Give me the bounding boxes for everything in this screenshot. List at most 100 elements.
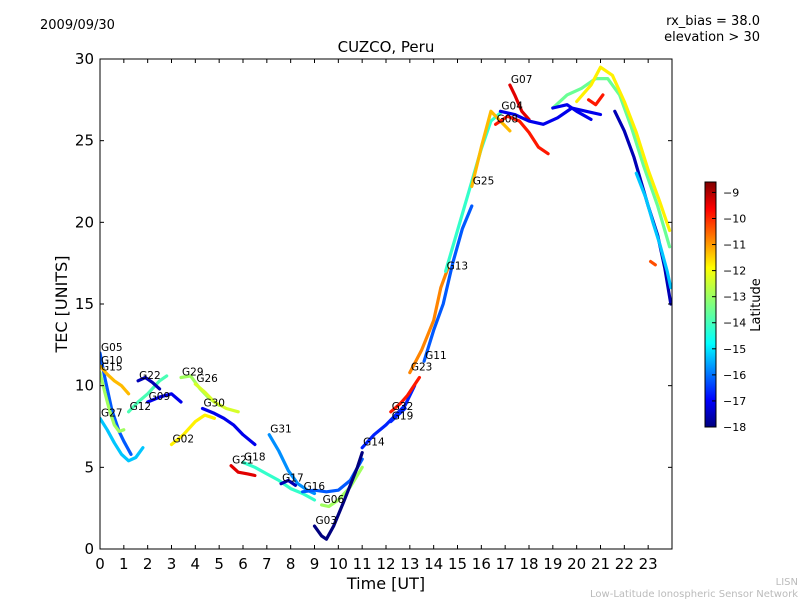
y-axis-label: TEC [UNITS] xyxy=(52,256,71,354)
colorbar-label: Latitude xyxy=(749,278,764,332)
tec-track xyxy=(551,77,672,249)
sat-label-g15: G15 xyxy=(101,362,123,374)
chart-date: 2009/09/30 xyxy=(40,18,115,33)
x-tick-label: 6 xyxy=(238,555,248,573)
x-tick-label: 17 xyxy=(496,555,515,573)
sat-label-g13: G13 xyxy=(447,260,469,272)
sat-label-g07: G07 xyxy=(511,74,533,86)
chart-title: CUZCO, Peru xyxy=(338,38,435,56)
elevation-label: elevation > 30 xyxy=(664,30,760,45)
x-tick-label: 22 xyxy=(615,555,634,573)
plot-frame xyxy=(99,58,673,550)
colorbar-tick-label: −9 xyxy=(723,186,739,199)
colorbar-tick-label: −15 xyxy=(723,343,746,356)
tec-track xyxy=(634,171,672,290)
x-tick-label: 10 xyxy=(329,555,348,573)
sat-label-g05: G05 xyxy=(101,342,123,354)
tec-track-g07 xyxy=(508,83,531,121)
y-tick-label: 30 xyxy=(75,50,94,68)
x-tick-label: 2 xyxy=(143,555,153,573)
x-tick-label: 15 xyxy=(448,555,467,573)
y-axis-ticks: 0 5 10 15 20 25 30 xyxy=(75,50,672,558)
tec-track-g10 xyxy=(100,364,131,396)
x-tick-label: 7 xyxy=(262,555,272,573)
sat-label-g04: G04 xyxy=(501,100,523,112)
tec-track-g25 xyxy=(470,109,512,188)
tec-track-g09 xyxy=(146,392,183,404)
sat-label-g12: G12 xyxy=(130,401,152,413)
tec-track-g03 xyxy=(312,451,364,541)
tec-track-g30 xyxy=(200,406,257,447)
y-tick-label: 15 xyxy=(75,295,94,313)
sat-label-g22: G22 xyxy=(139,370,161,382)
colorbar-tick-label: −14 xyxy=(723,317,746,330)
sat-label-g16: G16 xyxy=(304,481,326,493)
sat-label-g10: G10 xyxy=(101,355,123,367)
sat-label-g31: G31 xyxy=(270,424,292,436)
sat-label-g21: G21 xyxy=(232,455,254,467)
colorbar-tick-label: −11 xyxy=(723,239,746,252)
sat-label-g08: G08 xyxy=(497,113,518,125)
tec-track-g32 xyxy=(389,375,421,414)
y-tick-label: 10 xyxy=(75,377,94,395)
x-tick-label: 4 xyxy=(191,555,201,573)
tec-track-g27 xyxy=(100,416,145,463)
tec-track xyxy=(575,65,672,233)
sat-label-g23: G23 xyxy=(411,362,433,374)
colorbar-tick-label: −17 xyxy=(723,395,746,408)
footer-org-long: Low-Latitude Ionospheric Sensor Network xyxy=(590,589,798,600)
sat-label-g18: G18 xyxy=(244,451,266,463)
tec-track-g08 xyxy=(494,114,550,156)
x-tick-label: 19 xyxy=(543,555,562,573)
tec-track xyxy=(649,259,657,267)
colorbar-tick-label: −10 xyxy=(723,212,746,225)
x-axis-label: Time [UT] xyxy=(346,574,425,593)
x-tick-label: 9 xyxy=(310,555,320,573)
colorbar-ticks: −9 −10 −11 −12 −13 −14 −15 −16 −17 −18 xyxy=(712,186,746,434)
tec-track-g02 xyxy=(169,413,216,447)
tec-track-g26 xyxy=(193,382,240,414)
x-tick-label: 5 xyxy=(214,555,224,573)
sat-label-g26: G26 xyxy=(196,373,218,385)
tec-track-g13 xyxy=(444,111,502,273)
sat-label-g32: G32 xyxy=(392,401,414,413)
tec-track-g04 xyxy=(498,106,603,126)
sat-label-g06: G06 xyxy=(323,494,345,506)
x-axis-ticks: 0 1 2 3 4 5 6 7 8 9 10 11 12 13 14 15 16 17 18 19 20 21 22 23 xyxy=(95,59,658,573)
sat-label-g29: G29 xyxy=(182,367,204,379)
x-tick-label: 12 xyxy=(376,555,395,573)
tec-track xyxy=(587,93,605,107)
sat-label-g17: G17 xyxy=(282,473,304,485)
tec-track-g21 xyxy=(229,464,257,478)
y-tick-label: 25 xyxy=(75,132,94,150)
tec-track-g11 xyxy=(422,204,474,363)
tec-track-g22 xyxy=(136,375,162,391)
sat-label-g25: G25 xyxy=(473,175,495,187)
x-tick-label: 18 xyxy=(519,555,538,573)
x-tick-label: 14 xyxy=(424,555,443,573)
x-tick-label: 16 xyxy=(472,555,491,573)
tec-track-g17 xyxy=(279,478,297,487)
y-tick-label: 20 xyxy=(75,213,94,231)
tec-track-g06 xyxy=(320,465,364,509)
sat-label-g30: G30 xyxy=(203,398,225,410)
sat-label-g03: G03 xyxy=(316,515,338,527)
tec-track-g19 xyxy=(389,406,407,424)
x-tick-label: 0 xyxy=(95,555,105,573)
tec-track-g05 xyxy=(100,351,133,456)
colorbar-tick-label: −12 xyxy=(723,265,746,278)
y-tick-label: 0 xyxy=(84,540,94,558)
x-tick-label: 13 xyxy=(400,555,419,573)
x-tick-label: 20 xyxy=(567,555,586,573)
sat-label-g14: G14 xyxy=(363,437,385,449)
sat-label-g02: G02 xyxy=(173,433,195,445)
sat-label-g27: G27 xyxy=(101,407,123,419)
colorbar-tick-label: −16 xyxy=(723,369,746,382)
tec-track xyxy=(551,103,593,121)
tec-track-g23 xyxy=(408,266,450,375)
sat-label-g09: G09 xyxy=(149,391,171,403)
x-tick-label: 1 xyxy=(119,555,129,573)
tec-track-g15 xyxy=(100,371,126,433)
colorbar-tick-label: −18 xyxy=(723,421,746,434)
